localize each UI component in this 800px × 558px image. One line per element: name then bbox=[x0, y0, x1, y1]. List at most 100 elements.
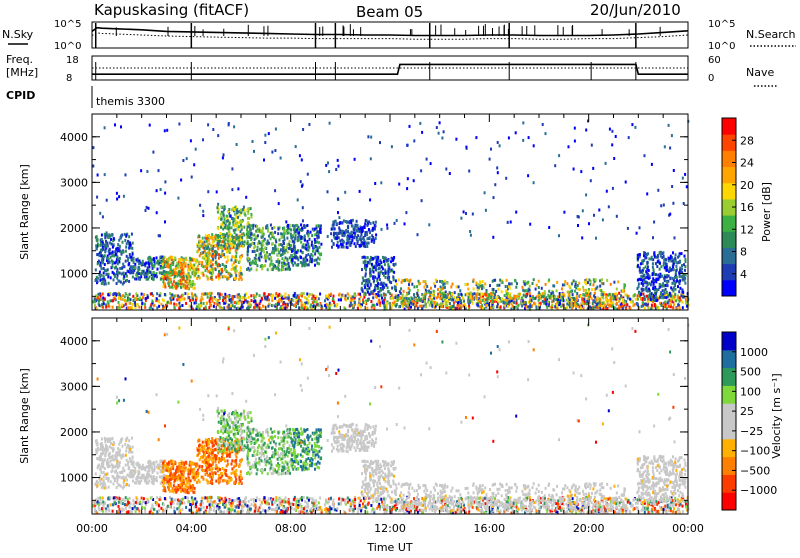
power-cell bbox=[356, 225, 358, 228]
power-cell bbox=[337, 211, 339, 214]
power-cell bbox=[380, 281, 382, 284]
power-cell bbox=[103, 275, 105, 278]
power-cell bbox=[101, 267, 103, 270]
power-cell bbox=[383, 301, 385, 304]
power-cell bbox=[366, 233, 368, 236]
power-cell bbox=[661, 256, 663, 259]
power-cell bbox=[240, 266, 242, 269]
power-cell bbox=[300, 223, 302, 226]
power-cell bbox=[128, 235, 130, 238]
power-cell bbox=[343, 234, 345, 237]
power-cell bbox=[438, 132, 440, 135]
power-cell bbox=[670, 294, 672, 297]
cpid-label: CPID bbox=[6, 89, 35, 102]
power-cell bbox=[674, 257, 676, 260]
velocity-cell bbox=[637, 498, 639, 501]
power-cell bbox=[118, 195, 120, 198]
power-cell bbox=[296, 224, 298, 227]
power-cell bbox=[430, 291, 432, 294]
power-cell bbox=[300, 237, 302, 240]
power-cell bbox=[364, 301, 366, 304]
power-cell bbox=[398, 305, 400, 308]
power-cell bbox=[408, 287, 410, 290]
power-cell bbox=[202, 138, 204, 141]
power-cell bbox=[202, 210, 204, 213]
power-cell bbox=[190, 258, 192, 261]
power-cell bbox=[262, 305, 264, 308]
power-cell bbox=[399, 297, 401, 300]
power-cell bbox=[525, 289, 527, 292]
power-cell bbox=[196, 260, 198, 263]
power-cell bbox=[378, 275, 380, 278]
power-cell bbox=[319, 258, 321, 261]
power-cell bbox=[95, 244, 97, 247]
power-cell bbox=[578, 216, 580, 219]
range-tick-label: 1000 bbox=[60, 268, 88, 281]
power-cell bbox=[124, 239, 126, 242]
power-cell bbox=[668, 124, 670, 127]
power-cell bbox=[112, 251, 114, 254]
power-cell bbox=[591, 144, 593, 147]
power-cell bbox=[536, 284, 538, 287]
power-cell bbox=[170, 274, 172, 277]
power-cell bbox=[199, 304, 201, 307]
power-cell bbox=[293, 294, 295, 297]
power-cell bbox=[291, 250, 293, 253]
velocity-cell bbox=[357, 511, 359, 514]
power-cell bbox=[439, 291, 441, 294]
power-cell bbox=[115, 253, 117, 256]
power-cell bbox=[320, 224, 322, 227]
power-cell bbox=[241, 236, 243, 239]
power-cell bbox=[582, 209, 584, 212]
power-cell bbox=[425, 303, 427, 306]
power-cell bbox=[616, 288, 618, 291]
power-cell bbox=[301, 185, 303, 188]
power-cell bbox=[280, 232, 282, 235]
power-cell bbox=[269, 253, 271, 256]
power-cell bbox=[590, 179, 592, 182]
power-cell bbox=[249, 269, 251, 272]
power-cell bbox=[264, 292, 266, 295]
power-cell bbox=[441, 305, 443, 308]
power-cell bbox=[652, 258, 654, 261]
power-cell bbox=[370, 136, 372, 139]
power-cell bbox=[677, 285, 679, 288]
power-cell bbox=[466, 293, 468, 296]
power-cell bbox=[125, 260, 127, 263]
power-cell bbox=[205, 269, 207, 272]
power-cell bbox=[98, 260, 100, 263]
power-cell bbox=[163, 285, 165, 288]
power-cell bbox=[237, 187, 239, 190]
power-cell bbox=[367, 261, 369, 264]
power-cell bbox=[375, 221, 377, 224]
power-cell bbox=[114, 275, 116, 278]
power-cell bbox=[487, 297, 489, 300]
power-cell bbox=[178, 298, 180, 301]
power-cell bbox=[101, 234, 103, 237]
power-cell bbox=[193, 266, 195, 269]
power-cell bbox=[646, 303, 648, 306]
power-cell bbox=[310, 231, 312, 234]
power-cell bbox=[215, 253, 217, 256]
power-cell bbox=[445, 291, 447, 294]
power-cell bbox=[386, 271, 388, 274]
power-cell bbox=[190, 139, 192, 142]
power-cell bbox=[109, 236, 111, 239]
power-cell bbox=[112, 260, 114, 263]
power-cell bbox=[239, 297, 241, 300]
power-cell bbox=[101, 238, 103, 241]
power-cell bbox=[364, 222, 366, 225]
power-cell bbox=[132, 265, 134, 268]
power-cell bbox=[601, 305, 603, 308]
power-cell bbox=[494, 183, 496, 186]
power-cell bbox=[595, 237, 597, 240]
power-cell bbox=[192, 294, 194, 297]
power-cell bbox=[566, 299, 568, 302]
power-cell bbox=[183, 297, 185, 300]
power-cell bbox=[107, 257, 109, 260]
power-cell bbox=[568, 285, 570, 288]
power-cell bbox=[206, 275, 208, 278]
power-cell bbox=[303, 292, 305, 295]
power-cell bbox=[307, 253, 309, 256]
